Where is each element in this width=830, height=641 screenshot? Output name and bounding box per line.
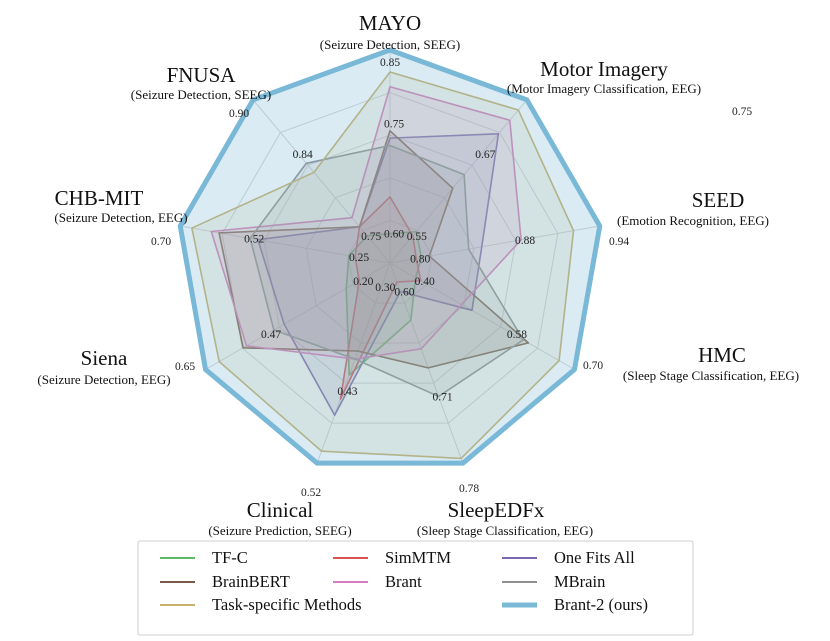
axis-labels: MAYO (Seizure Detection, SEEG) 0.85 Motor I… (37, 11, 799, 538)
series-brainbert (218, 129, 530, 369)
tick-label: 0.25 (349, 252, 369, 264)
axis-max-value: 0.85 (380, 57, 400, 69)
tick-label: 0.75 (384, 118, 404, 130)
axis-title: Clinical (247, 498, 314, 522)
axis-max-value: 0.75 (732, 106, 752, 118)
axis-title: CHB-MIT (55, 186, 144, 210)
axis-max-value: 0.90 (229, 108, 249, 120)
axis-title: Siena (81, 346, 128, 370)
series-layer (177, 47, 603, 466)
axis-max-value: 0.78 (459, 483, 479, 495)
tick-label: 0.58 (507, 329, 527, 341)
tick-label: 0.40 (415, 276, 435, 288)
tick-label: 0.55 (407, 231, 427, 243)
axis-title: MAYO (359, 11, 421, 35)
axis-task: (Sleep Stage Classification, EEG) (417, 523, 593, 538)
legend-label: BrainBERT (212, 572, 290, 591)
grid-ring (263, 134, 517, 384)
axis-max-value: 0.70 (583, 360, 603, 372)
legend-frame (137, 540, 694, 636)
axis-max-value: 0.94 (609, 236, 629, 248)
tick-label: 0.47 (261, 329, 281, 341)
series-brant (210, 85, 522, 360)
axis-task: (Seizure Detection, EEG) (54, 210, 187, 225)
tick-label: 0.60 (384, 229, 404, 241)
tick-label: 0.20 (353, 276, 373, 288)
legend-label: Brant (385, 572, 422, 591)
legend-label: Brant-2 (ours) (554, 595, 648, 614)
axis-task: (Seizure Detection, SEEG) (320, 37, 460, 52)
axis-title: SleepEDFx (448, 498, 545, 522)
tick-label: 0.80 (410, 253, 430, 265)
axis-title: FNUSA (167, 63, 237, 87)
tick-label: 0.84 (293, 149, 313, 161)
legend-label: TF-C (212, 548, 248, 567)
grid-ring (347, 219, 433, 304)
axis-task: (Emotion Recognition, EEG) (617, 213, 769, 228)
tick-label: 0.71 (433, 391, 453, 403)
tick-labels: 0.600.750.550.670.800.880.400.580.600.71… (244, 118, 535, 403)
tick-label: 0.88 (515, 235, 535, 247)
grid-spoke (316, 262, 391, 464)
axis-max-value: 0.52 (301, 487, 321, 499)
axis-task: (Seizure Detection, EEG) (37, 372, 170, 387)
axis-task: (Seizure Detection, SEEG) (131, 87, 271, 102)
legend-label: SimMTM (385, 548, 451, 567)
axis-title: Motor Imagery (540, 57, 668, 81)
series-tf-c (345, 230, 423, 376)
tick-label: 0.67 (475, 149, 495, 161)
grid-spoke (389, 262, 464, 464)
tick-label: 0.30 (375, 282, 395, 294)
legend: TF-C SimMTM One Fits All BrainBERT Brant MBra… (137, 540, 694, 636)
series-task-specific-methods (191, 71, 575, 460)
axis-task: (Motor Imagery Classification, EEG) (507, 81, 701, 96)
series-mbrain (249, 144, 525, 398)
series-simmtm (339, 196, 422, 400)
axis-title: SEED (692, 188, 745, 212)
tick-label: 0.75 (361, 231, 381, 243)
grid-ring (221, 92, 559, 424)
axis-task: (Sleep Stage Classification, EEG) (623, 368, 799, 383)
tick-label: 0.60 (394, 287, 414, 299)
legend-label: MBrain (554, 572, 605, 591)
axis-max-value: 0.65 (175, 361, 195, 373)
legend-label: Task-specific Methods (212, 595, 362, 614)
axis-task: (Seizure Prediction, SEEG) (208, 523, 351, 538)
axis-title: HMC (698, 343, 746, 367)
tick-label: 0.43 (337, 386, 357, 398)
series-brant-2-ours (177, 47, 603, 466)
legend-label: One Fits All (554, 548, 635, 567)
axis-max-value: 0.70 (151, 236, 171, 248)
grid-spoke (389, 225, 600, 264)
tick-label: 0.52 (244, 233, 264, 245)
grid-ring (305, 177, 475, 344)
